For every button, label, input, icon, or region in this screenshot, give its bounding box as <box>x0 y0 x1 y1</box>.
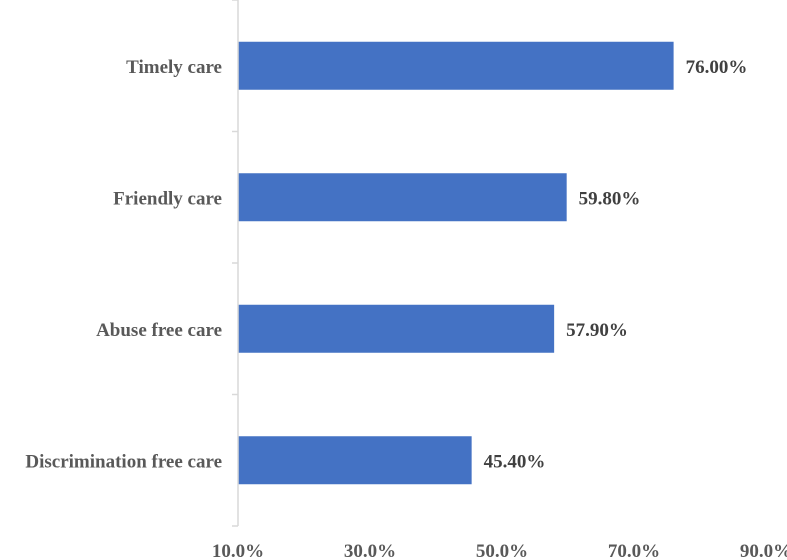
category-label: Discrimination free care <box>25 451 222 472</box>
category-label: Abuse free care <box>96 320 222 341</box>
data-label: 76.00% <box>686 57 748 78</box>
data-label: 57.90% <box>566 320 628 341</box>
bar <box>238 173 567 222</box>
bar <box>238 41 674 90</box>
bar <box>238 436 472 485</box>
category-label: Timely care <box>126 57 222 78</box>
x-tick-label: 10.0% <box>212 541 264 560</box>
x-tick-label: 70.0% <box>608 541 660 560</box>
x-tick-label: 90.0% <box>740 541 787 560</box>
category-label: Friendly care <box>113 188 222 209</box>
bars-group <box>238 41 674 485</box>
x-tick-label: 30.0% <box>344 541 396 560</box>
x-tick-label: 50.0% <box>476 541 528 560</box>
bar <box>238 304 555 353</box>
category-axis <box>232 0 239 527</box>
data-label: 59.80% <box>579 188 641 209</box>
labels-group: Timely care 76.00% Friendly care 59.80% Abus… <box>25 57 787 560</box>
data-label: 45.40% <box>484 451 546 472</box>
